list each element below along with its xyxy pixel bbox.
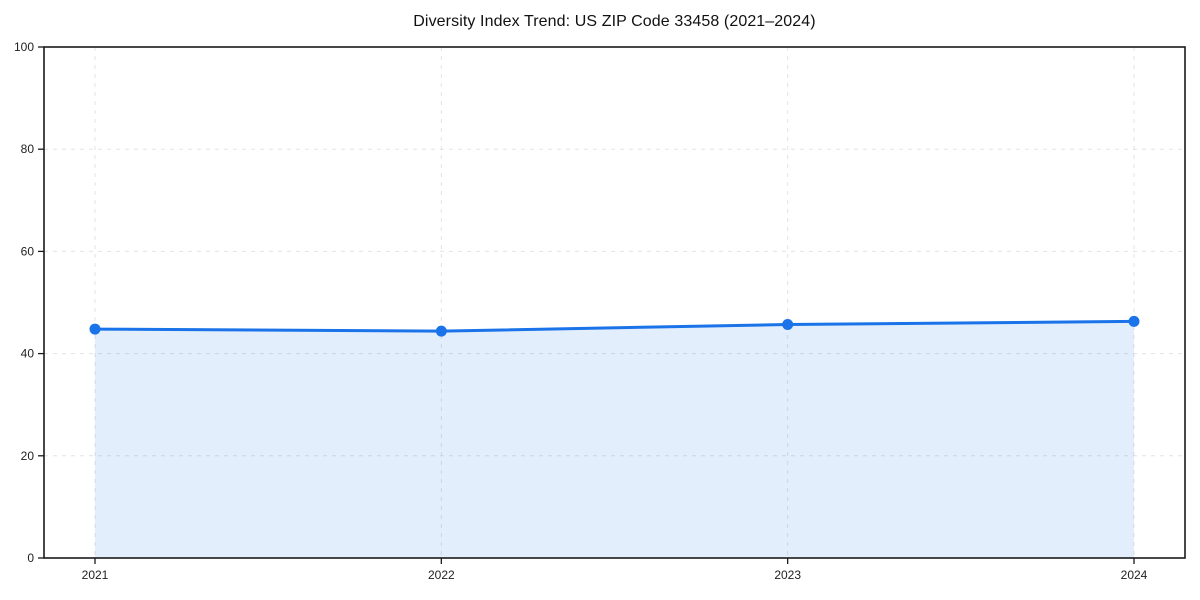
y-tick-label: 60 bbox=[21, 244, 35, 258]
y-tick-label: 80 bbox=[21, 142, 35, 156]
trend-line bbox=[93, 319, 1136, 333]
data-point-2022 bbox=[435, 325, 447, 337]
y-tick-label: 0 bbox=[27, 551, 34, 565]
data-point-2024 bbox=[1128, 315, 1140, 327]
chart-title: Diversity Index Trend: US ZIP Code 33458… bbox=[413, 13, 816, 30]
y-tick-label: 20 bbox=[21, 449, 35, 463]
x-tick-label: 2023 bbox=[774, 568, 801, 582]
y-tick-label: 100 bbox=[14, 40, 34, 54]
x-tick-label: 2024 bbox=[1121, 568, 1148, 582]
data-point-2023 bbox=[782, 318, 794, 330]
x-tick-label: 2022 bbox=[428, 568, 455, 582]
data-point-2021 bbox=[89, 323, 101, 335]
area-fill bbox=[95, 321, 1134, 558]
y-tick-label: 40 bbox=[21, 347, 35, 361]
plot-border bbox=[43, 46, 1186, 559]
x-tick-label: 2021 bbox=[82, 568, 109, 582]
